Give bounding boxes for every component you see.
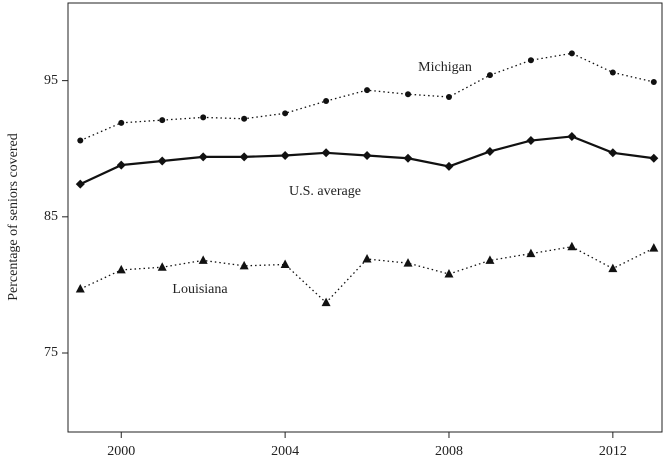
point: [75, 179, 85, 189]
point: [445, 93, 452, 100]
point: [157, 262, 167, 271]
point: [198, 152, 208, 162]
point: [239, 152, 249, 162]
x-tick-label: 2008: [435, 444, 463, 459]
point: [323, 98, 330, 105]
point: [157, 156, 167, 166]
point: [649, 153, 659, 163]
point: [280, 259, 290, 268]
point: [75, 284, 85, 293]
point: [567, 241, 577, 251]
point: [280, 151, 290, 161]
point: [159, 117, 166, 124]
point: [609, 69, 616, 76]
point: [650, 78, 657, 85]
point: [444, 161, 454, 171]
point: [485, 255, 495, 264]
point: [362, 254, 372, 263]
point: [321, 297, 331, 307]
x-tick-label: 2000: [107, 444, 135, 459]
x-tick-label: 2012: [599, 444, 627, 459]
series-label: Louisiana: [172, 282, 228, 297]
point: [485, 146, 495, 156]
point: [118, 119, 125, 126]
y-tick-label: 85: [44, 209, 58, 224]
point: [405, 91, 412, 98]
point: [608, 263, 618, 273]
series-label: U.S. average: [289, 184, 361, 199]
point: [526, 248, 536, 258]
point: [364, 87, 371, 94]
point: [200, 114, 207, 121]
series-line: [79, 135, 654, 186]
point: [527, 57, 534, 64]
point: [116, 160, 126, 170]
x-tick-label: 2004: [271, 444, 299, 459]
point: [77, 137, 84, 144]
point: [486, 72, 493, 79]
point: [282, 110, 289, 117]
point: [403, 258, 413, 267]
y-axis-label: Percentage of seniors covered: [6, 133, 21, 301]
point: [403, 153, 413, 163]
point: [116, 264, 126, 274]
point: [568, 50, 575, 57]
point: [321, 148, 331, 158]
point: [241, 115, 248, 122]
point: [608, 148, 618, 158]
point: [239, 260, 249, 270]
y-tick-label: 95: [44, 73, 58, 88]
series-line: [80, 246, 655, 304]
point: [444, 269, 454, 278]
series-line: [80, 52, 654, 142]
point: [649, 243, 659, 252]
y-tick-label: 75: [44, 345, 58, 360]
point: [567, 131, 577, 141]
point: [198, 255, 208, 264]
point: [362, 151, 372, 161]
point: [526, 136, 536, 146]
plot-frame: [67, 2, 663, 433]
series-label: Michigan: [418, 60, 472, 75]
